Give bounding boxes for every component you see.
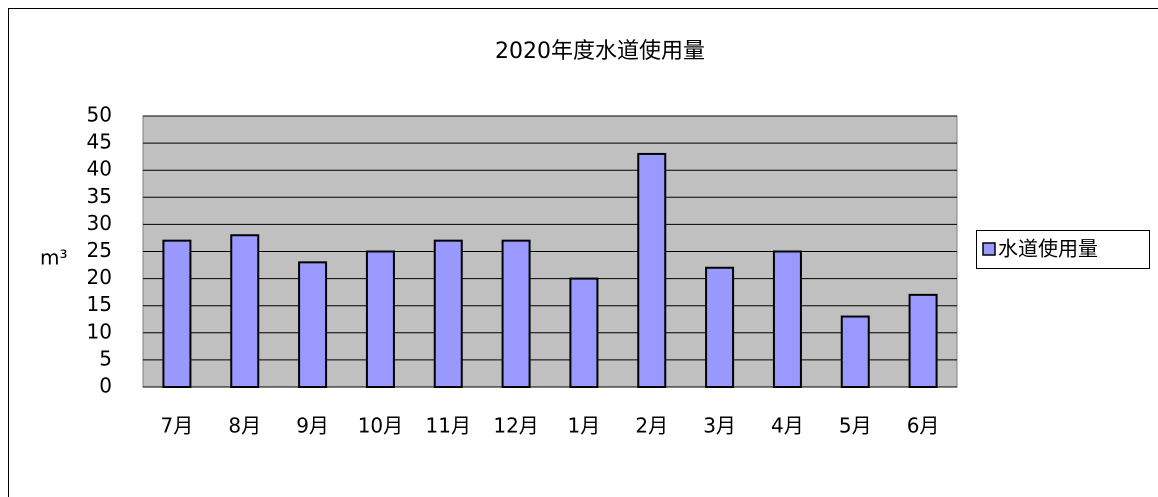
y-tick-label: 15 [87,292,112,316]
x-tick-label: 8月 [228,414,261,438]
x-tick-label: 7月 [161,414,194,438]
x-tick-label: 6月 [907,414,940,438]
bar [365,250,395,388]
x-tick-label: 4月 [771,414,804,438]
bar [230,234,260,388]
y-tick-label: 25 [87,238,112,262]
y-tick-label: 40 [87,157,112,181]
bar [501,239,531,388]
y-tick-label: 0 [99,374,112,398]
x-tick-label: 9月 [296,414,329,438]
bar [569,277,599,389]
x-tick-label: 12月 [493,414,538,438]
y-tick-label: 5 [99,346,112,370]
bar [908,293,938,388]
y-tick-label: 20 [87,265,112,289]
bar [772,250,802,388]
y-tick-label: 50 [87,103,112,127]
y-tick-label: 35 [87,184,112,208]
legend-swatch [982,242,996,256]
x-tick-label: 3月 [703,414,736,438]
y-tick-label: 45 [87,130,112,154]
bar [637,152,667,388]
bar [298,261,328,388]
x-tick-label: 10月 [358,414,403,438]
bar [162,239,192,388]
bar [840,315,870,389]
legend-box [976,230,1150,269]
bar [433,239,463,388]
chart-title: 2020年度水道使用量 [495,39,705,64]
y-axis-label: m³ [40,246,68,270]
y-tick-label: 30 [87,211,112,235]
x-tick-label: 2月 [635,414,668,438]
x-tick-label: 1月 [568,414,601,438]
y-tick-label: 10 [87,319,112,343]
legend-label: 水道使用量 [998,237,1098,261]
x-tick-label: 5月 [839,414,872,438]
bar [705,266,735,389]
x-tick-label: 11月 [426,414,471,438]
